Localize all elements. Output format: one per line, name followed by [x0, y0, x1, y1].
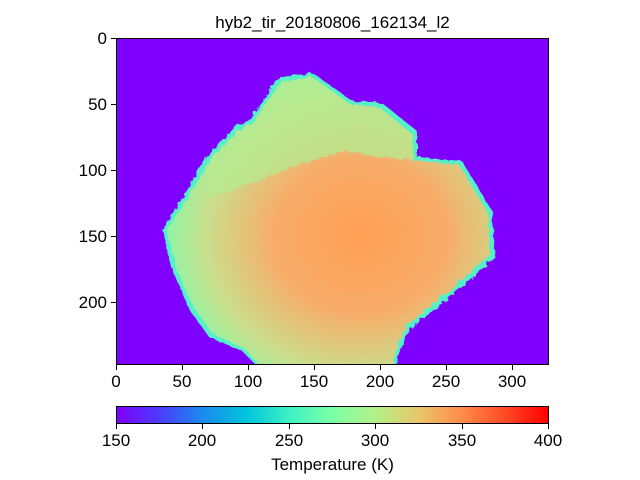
x-tick-label: 250 — [431, 372, 461, 391]
colorbar-tick-label: 300 — [360, 431, 390, 450]
colorbar-tick-label: 350 — [447, 431, 477, 450]
asteroid-north-cool-region — [207, 77, 413, 197]
colorbar-tick-label: 400 — [533, 431, 563, 450]
y-tick-label: 150 — [78, 227, 107, 246]
x-tick-label: 100 — [233, 372, 263, 391]
asteroid-thermal-map — [117, 39, 548, 364]
x-tick-label: 0 — [111, 372, 121, 391]
colorbar-tick-label: 200 — [187, 431, 217, 450]
figure-title: hyb2_tir_20180806_162134_l2 — [215, 13, 450, 32]
colorbar-label: Temperature (K) — [271, 455, 394, 474]
x-tick-label: 150 — [299, 372, 329, 391]
x-tick-label: 200 — [365, 372, 395, 391]
x-tick-label: 50 — [172, 372, 192, 391]
y-tick-label: 100 — [78, 161, 107, 180]
y-tick-label: 50 — [88, 95, 107, 114]
x-tick-label: 300 — [497, 372, 527, 391]
colorbar-tick-label: 150 — [101, 431, 131, 450]
colorbar-tick-label: 250 — [274, 431, 304, 450]
thermal-image — [116, 38, 549, 365]
y-tick-label: 0 — [97, 29, 107, 48]
colorbar — [116, 406, 549, 424]
y-tick-label: 200 — [78, 293, 107, 312]
